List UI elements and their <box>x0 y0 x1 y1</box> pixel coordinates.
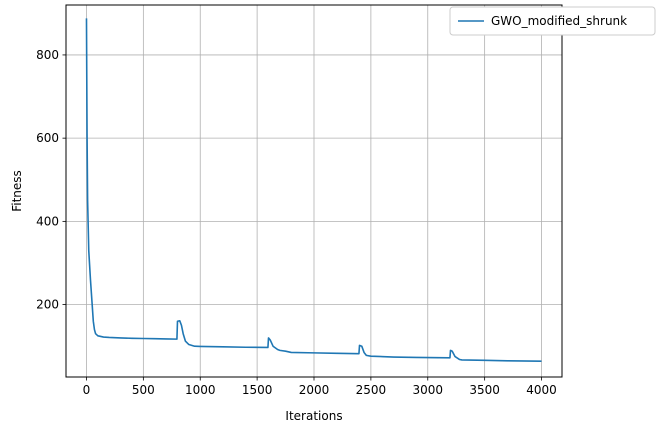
x-tick-label: 0 <box>83 383 91 397</box>
y-tick-label: 400 <box>36 214 59 228</box>
y-tick-label: 200 <box>36 298 59 312</box>
x-tick-label: 3000 <box>412 383 443 397</box>
legend-box <box>449 6 656 36</box>
x-tick-label: 500 <box>132 383 155 397</box>
y-axis-ticks: 200 400 600 800 <box>36 48 66 312</box>
x-tick-label: 2500 <box>356 383 387 397</box>
y-tick-label: 800 <box>36 48 59 62</box>
x-tick-label: 1000 <box>185 383 216 397</box>
x-gridlines <box>86 5 542 377</box>
x-axis-label: Iterations <box>285 409 342 423</box>
series-line <box>85 18 542 362</box>
legend-label: GWO_modified_shrunk <box>491 14 627 28</box>
x-tick-label: 4000 <box>526 383 557 397</box>
series-layer <box>85 18 542 362</box>
legend: GWO_modified_shrunk <box>449 6 656 36</box>
x-tick-label: 2000 <box>299 383 330 397</box>
y-gridlines <box>66 54 562 305</box>
y-axis-label: Fitness <box>10 170 24 212</box>
x-axis-ticks: 0 500 1000 1500 2000 2500 3000 3500 4000 <box>83 377 557 397</box>
x-tick-label: 1500 <box>242 383 273 397</box>
y-tick-label: 600 <box>36 131 59 145</box>
x-tick-label: 3500 <box>469 383 500 397</box>
